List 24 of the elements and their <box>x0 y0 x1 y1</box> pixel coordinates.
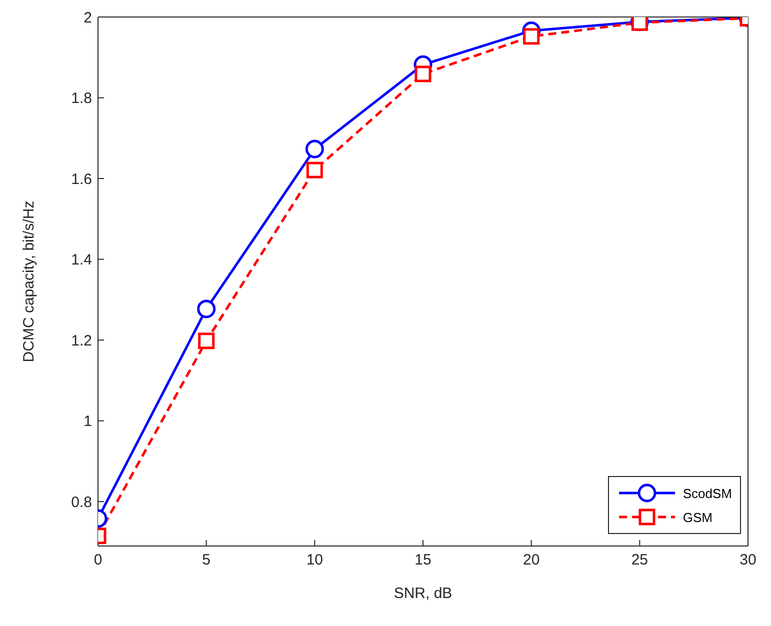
point <box>197 300 216 318</box>
y-tick-label: 1.8 <box>71 90 92 108</box>
y-tick-label: 1.4 <box>71 252 92 269</box>
x-tick-label: 15 <box>414 552 432 569</box>
y-tick-label: 2 <box>84 9 92 26</box>
y-axis-title: DCMC capacity, bit/s/Hz <box>20 200 38 362</box>
x-axis-title: SNR, dB <box>394 585 452 602</box>
y-tick-label: 1 <box>84 413 92 430</box>
x-tick-label: 5 <box>202 552 211 569</box>
point <box>523 28 540 45</box>
legend-label: GSM <box>682 510 712 524</box>
x-tick-label: 0 <box>94 552 102 569</box>
x-tick-label: 10 <box>306 552 324 569</box>
x-tick-label: 20 <box>522 552 540 569</box>
point <box>414 66 432 82</box>
point <box>306 162 323 178</box>
y-tick-label: 0.8 <box>71 494 92 511</box>
y-tick-label: 1.6 <box>71 170 92 188</box>
x-tick-label: 25 <box>631 552 648 569</box>
point <box>305 140 324 158</box>
x-tick-label: 30 <box>740 552 756 569</box>
y-tick-label: 1.2 <box>71 332 92 350</box>
point <box>198 332 215 350</box>
legend-label: ScodSM <box>682 486 732 500</box>
